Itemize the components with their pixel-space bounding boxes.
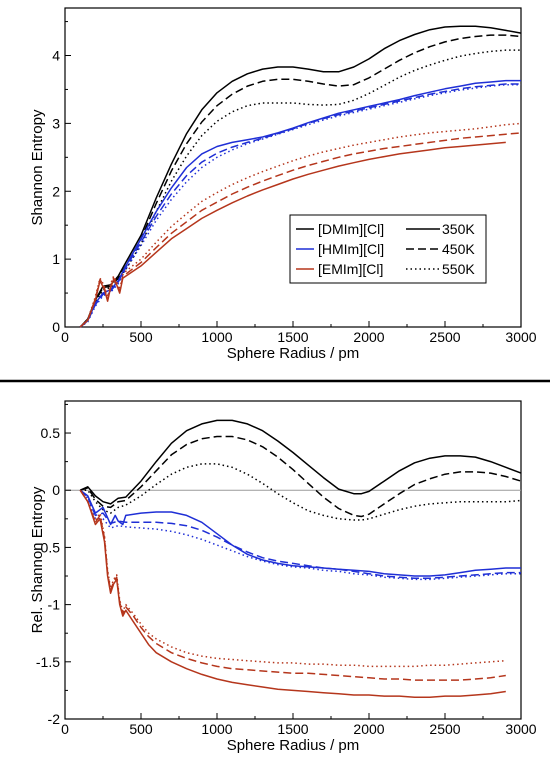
series-line-5 (79, 489, 521, 581)
x-tick-label: 3000 (505, 329, 536, 345)
x-tick-label: 3000 (505, 721, 536, 737)
series-line-3 (79, 489, 521, 577)
series-line-3 (79, 79, 521, 328)
y-tick-label: 0 (52, 319, 60, 335)
series-line-4 (79, 489, 521, 580)
series-line-4 (79, 83, 521, 328)
y-axis-label: Shannon Entropy (29, 109, 46, 225)
y-tick-label: -2 (48, 711, 61, 727)
x-tick-label: 1000 (201, 721, 232, 737)
series-line-0 (79, 419, 522, 505)
y-axis-label: Rel. Shannon Entropy (29, 486, 46, 633)
y-tick-label: 2 (52, 183, 60, 199)
series-line-6 (79, 489, 506, 699)
y-tick-label: 3 (52, 115, 60, 131)
legend-label: [HMIm][Cl] (318, 241, 384, 257)
x-tick-label: 0 (61, 329, 69, 345)
x-axis-label: Sphere Radius / pm (227, 345, 360, 362)
y-tick-label: 1 (52, 251, 60, 267)
series-line-0 (79, 25, 522, 328)
legend-label: [DMIm][Cl] (318, 221, 384, 237)
legend-label: [EMIm][Cl] (318, 261, 383, 277)
series-line-1 (79, 435, 522, 518)
x-tick-label: 1000 (201, 329, 232, 345)
y-tick-label: -0.5 (36, 539, 60, 555)
x-tick-label: 2000 (353, 721, 384, 737)
x-tick-label: 2500 (429, 329, 460, 345)
x-tick-label: 0 (61, 721, 69, 737)
series-line-2 (80, 463, 522, 521)
series-line-7 (79, 489, 506, 681)
legend-temperature-label: 450K (442, 241, 475, 257)
legend-box (289, 214, 487, 284)
y-tick-label: -1.5 (36, 654, 60, 670)
y-tick-label: 0 (52, 482, 60, 498)
series-line-7 (79, 132, 522, 328)
x-tick-label: 1500 (277, 721, 308, 737)
y-tick-label: 4 (52, 48, 60, 64)
legend-temperature-label: 550K (442, 261, 475, 277)
plot-frame (64, 400, 522, 720)
legend: [DMIm][Cl] [HMIm][Cl] [EMIm][Cl] 350K 450K 55… (289, 214, 487, 284)
bottom-panel: 0 500 1000 1500 2000 2500 3000 0.5 0 -0.5 -1 -1.5 -2… (29, 400, 537, 754)
x-tick-label: 2000 (353, 329, 384, 345)
x-tick-label: 500 (129, 329, 153, 345)
series-line-1 (79, 34, 522, 328)
x-tick-label: 2500 (429, 721, 460, 737)
top-panel: 0 500 1000 1500 2000 2500 3000 0 1 2 3 4 Sphere Radi… (29, 7, 537, 362)
y-tick-label: 0.5 (41, 425, 61, 441)
series-line-8 (79, 489, 506, 668)
legend-temperature-label: 350K (442, 221, 475, 237)
series-line-5 (79, 83, 521, 328)
y-tick-label: -1 (48, 597, 61, 613)
x-axis-label: Sphere Radius / pm (227, 737, 360, 754)
x-tick-label: 1500 (277, 329, 308, 345)
x-tick-label: 500 (129, 721, 153, 737)
